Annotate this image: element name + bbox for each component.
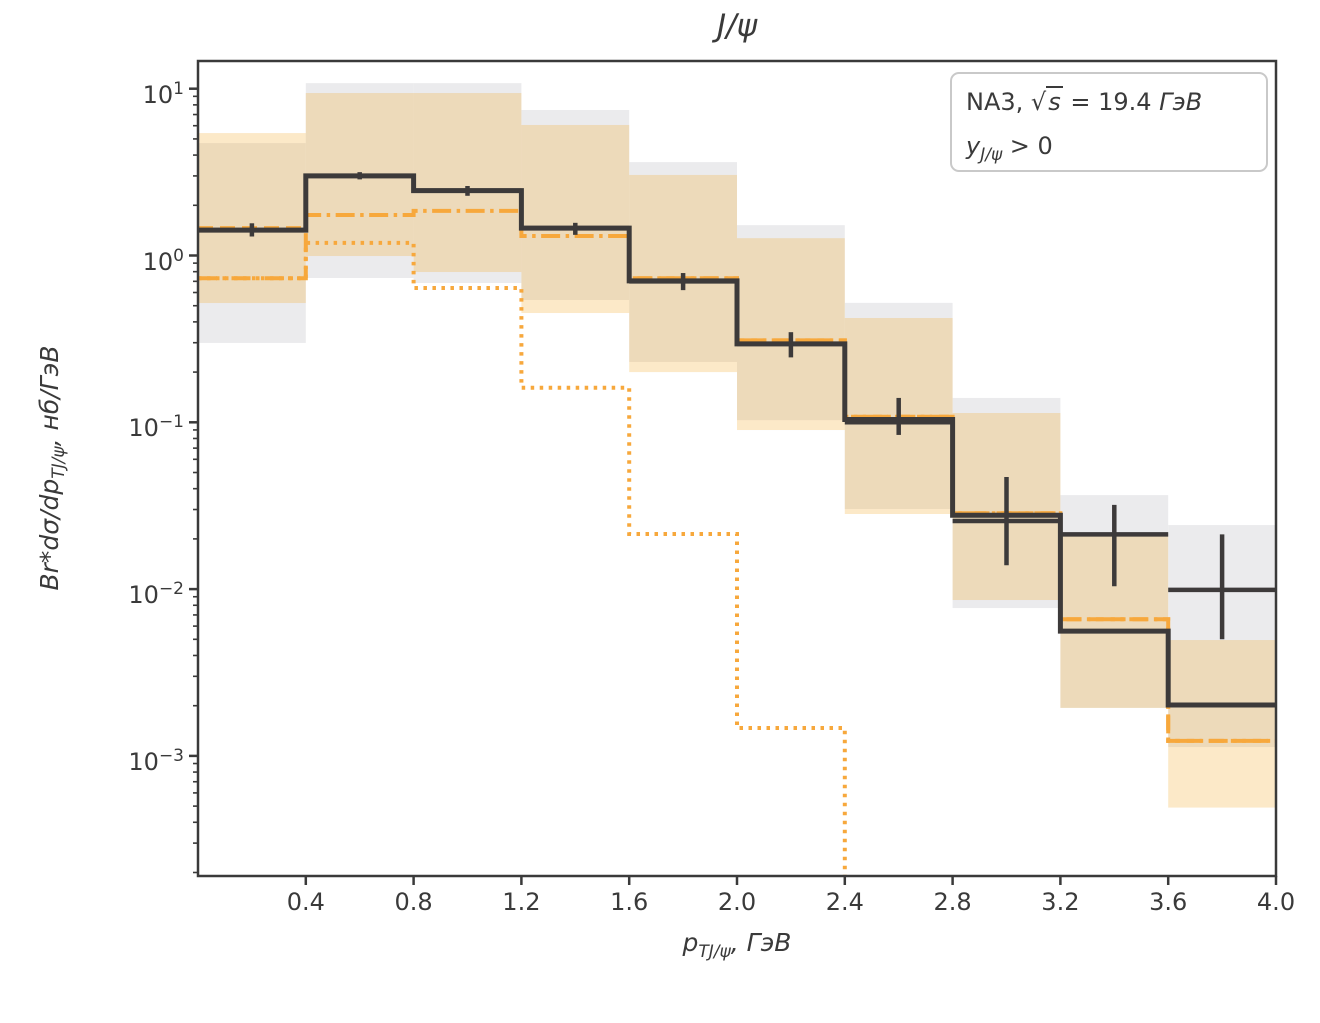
x-tick-label: 3.2 bbox=[1041, 888, 1080, 916]
y-tick-label: 10−2 bbox=[128, 579, 184, 610]
y-label-unit: , нб/ГэВ bbox=[35, 345, 64, 447]
legend-energy-value: = 19.4 bbox=[1062, 88, 1160, 116]
x-tick-label: 1.2 bbox=[502, 888, 541, 916]
y-tick-label: 100 bbox=[142, 245, 184, 276]
y-tick-label: 10−1 bbox=[128, 412, 184, 443]
rapidity-variable: y bbox=[966, 132, 981, 160]
legend-energy-unit: ГэВ bbox=[1159, 88, 1203, 116]
gray-uncertainty-band bbox=[413, 83, 522, 284]
x-tick-label: 2.0 bbox=[717, 888, 757, 916]
x-label-var: p bbox=[682, 928, 699, 957]
gray-uncertainty-band bbox=[305, 83, 414, 279]
orange-uncertainty-band bbox=[198, 133, 306, 304]
y-tick-label: 10−3 bbox=[128, 745, 184, 776]
x-tick-label: 2.4 bbox=[825, 888, 864, 916]
gray-uncertainty-band bbox=[198, 143, 306, 343]
x-tick-label: 4.0 bbox=[1256, 888, 1296, 916]
legend-experiment-text: NA3, √ bbox=[966, 88, 1047, 116]
x-label-subscript: TJ/ψ bbox=[698, 942, 731, 962]
orange-uncertainty-band bbox=[1168, 640, 1276, 808]
rapidity-condition: > 0 bbox=[1002, 132, 1053, 160]
gray-uncertainty-band bbox=[521, 110, 630, 301]
x-tick-label: 0.4 bbox=[286, 888, 325, 916]
legend-box: NA3, √s = 19.4 ГэВ yJ/ψ > 0 bbox=[950, 72, 1268, 172]
y-axis-label: Br*dσ/dpTJ/ψ, нб/ГэВ bbox=[35, 345, 69, 590]
x-tick-label: 2.8 bbox=[933, 888, 972, 916]
x-axis-label: pTJ/ψ, ГэВ bbox=[683, 928, 792, 962]
legend-line-rapidity: yJ/ψ > 0 bbox=[966, 124, 1252, 168]
sqrt-s-symbol: s bbox=[1046, 86, 1063, 116]
y-label-main: Br*dσ/dp bbox=[35, 478, 64, 591]
rapidity-subscript: J/ψ bbox=[980, 144, 1003, 165]
plot-title: J/ψ bbox=[716, 8, 758, 44]
y-tick-label: 101 bbox=[142, 78, 184, 109]
y-label-subscript: TJ/ψ bbox=[49, 446, 69, 479]
x-tick-label: 0.8 bbox=[394, 888, 433, 916]
x-tick-label: 1.6 bbox=[610, 888, 649, 916]
theory-total-solid bbox=[198, 173, 1276, 708]
legend-line-energy: NA3, √s = 19.4 ГэВ bbox=[966, 80, 1252, 124]
gray-uncertainty-band bbox=[737, 225, 845, 421]
orange-uncertainty-band bbox=[413, 93, 522, 273]
gray-uncertainty-band bbox=[629, 162, 737, 362]
x-tick-label: 3.6 bbox=[1149, 888, 1188, 916]
x-label-unit: , ГэВ bbox=[730, 928, 792, 957]
orange-uncertainty-band bbox=[521, 124, 630, 314]
